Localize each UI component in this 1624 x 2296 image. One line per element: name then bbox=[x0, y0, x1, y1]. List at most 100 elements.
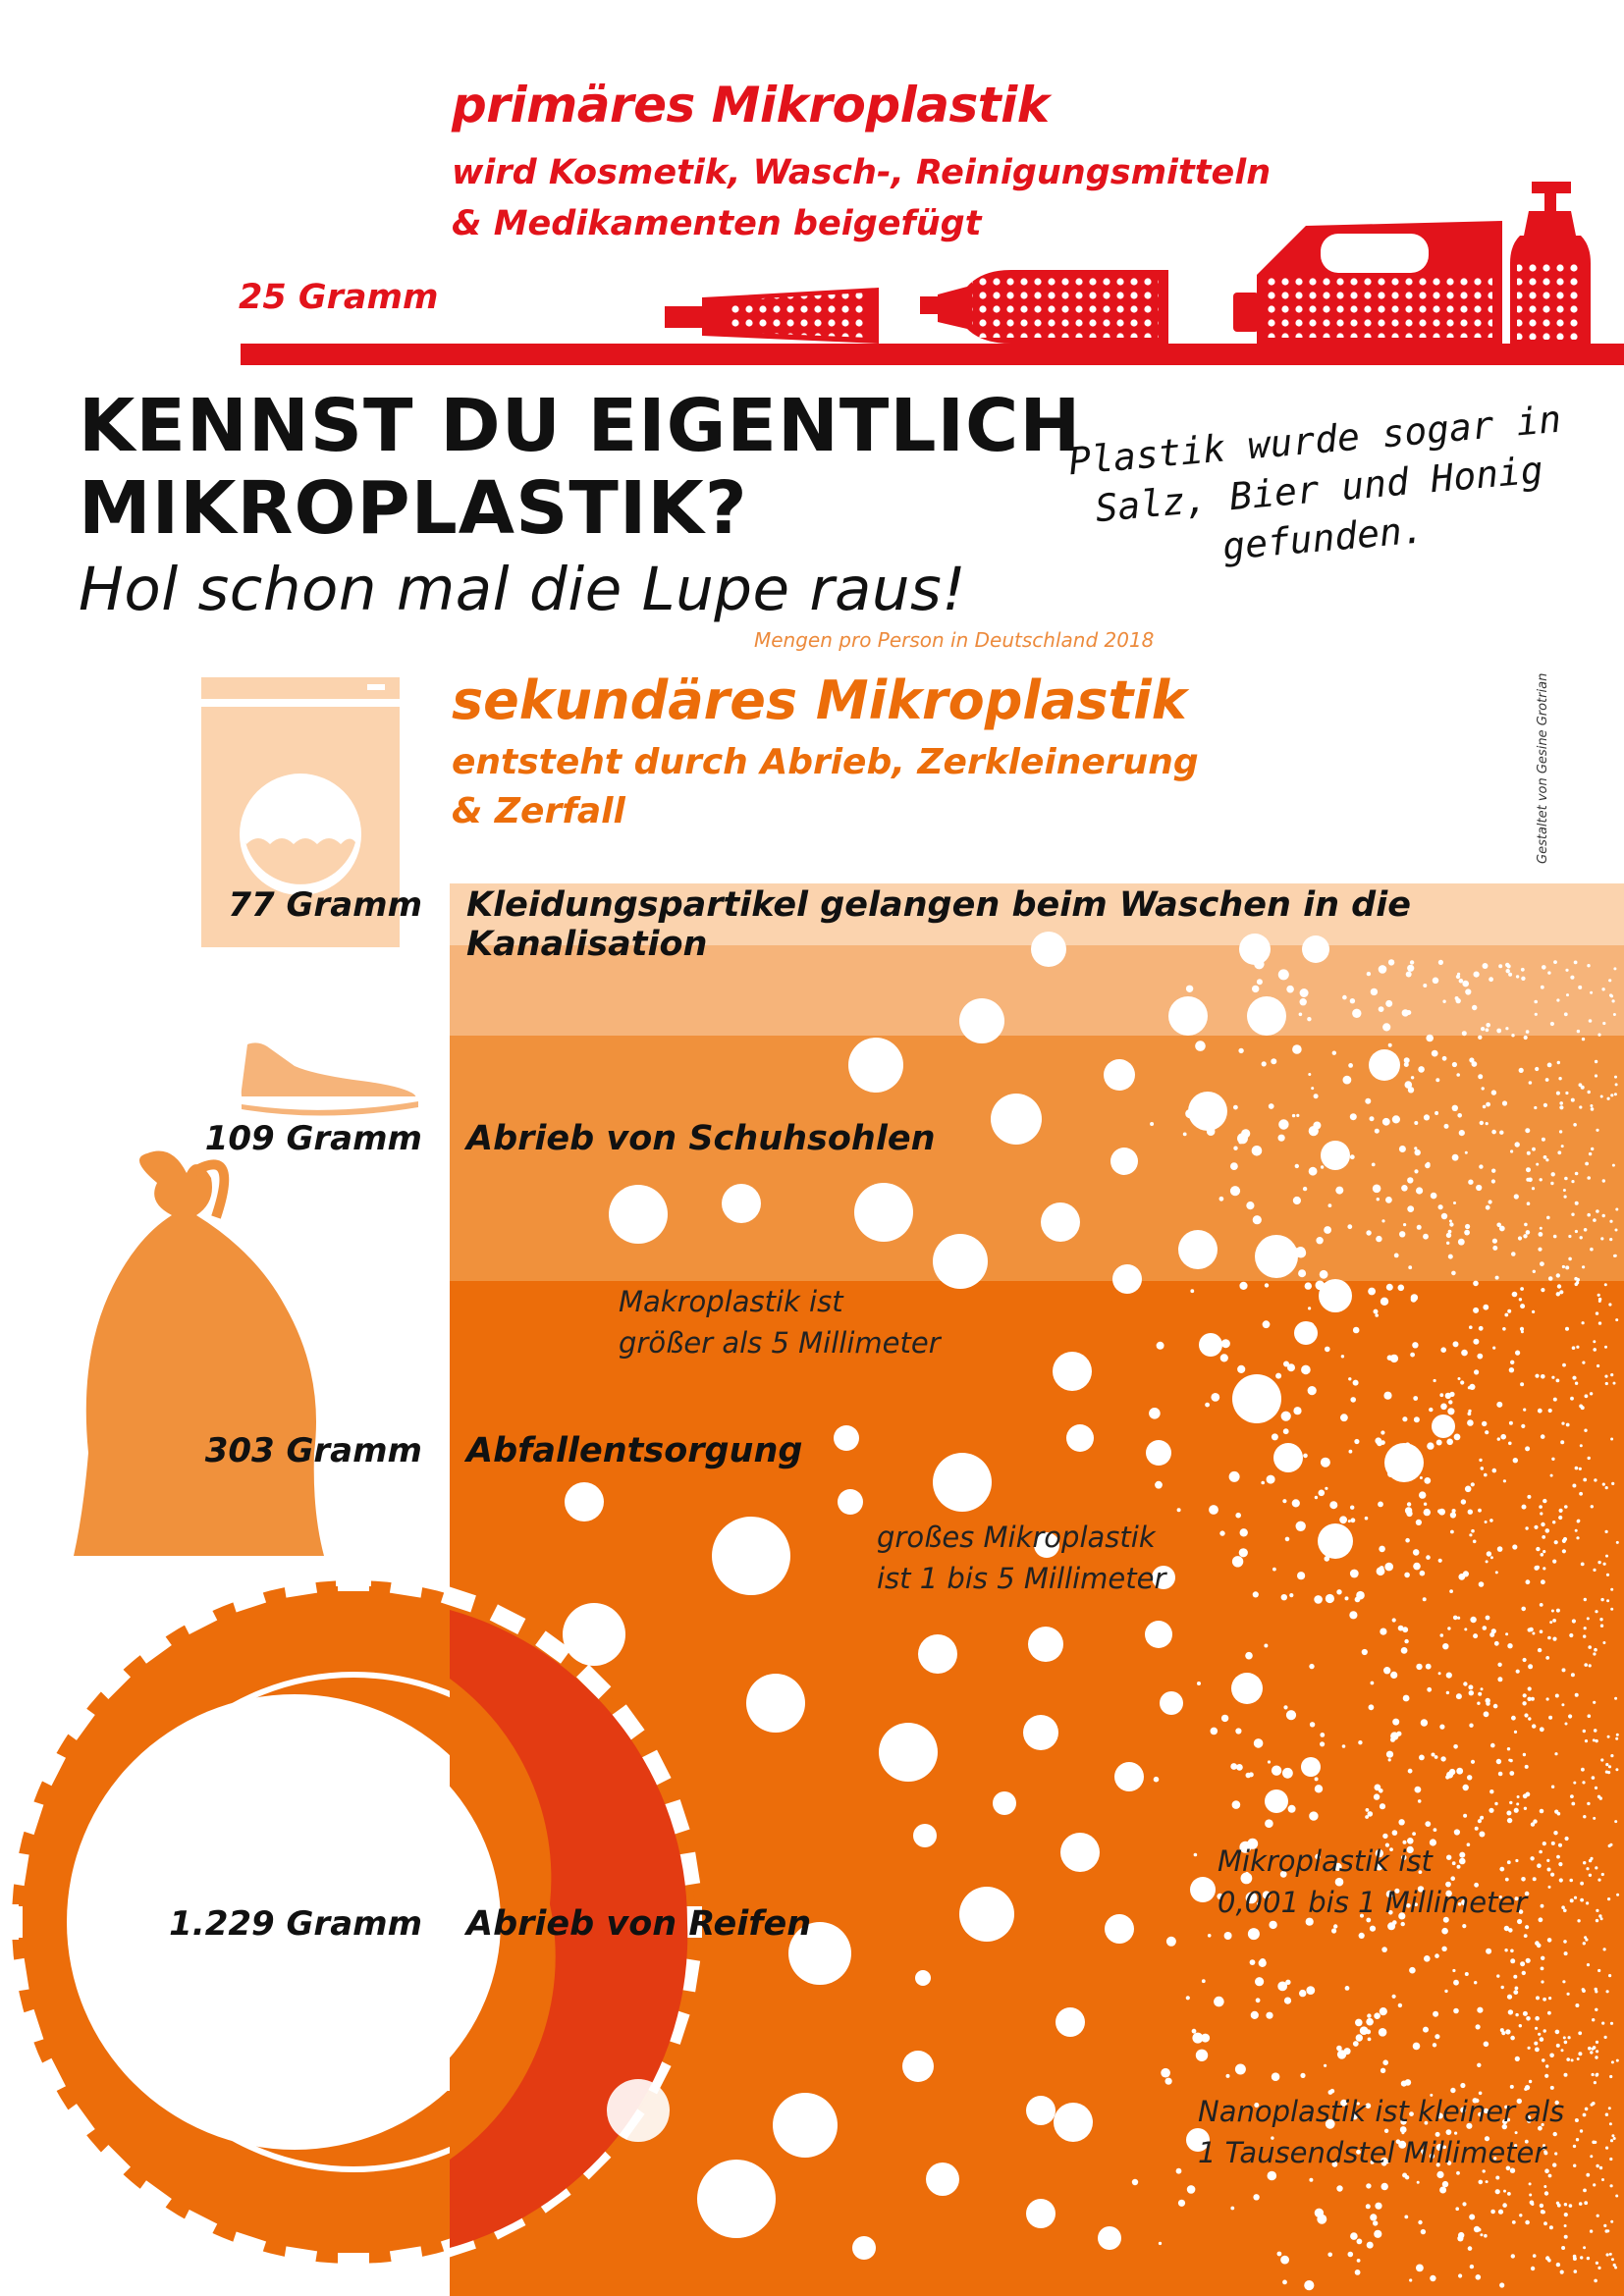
particle bbox=[1219, 1530, 1225, 1536]
main-title-line1: KENNST DU EIGENTLICH bbox=[79, 384, 1082, 468]
particle bbox=[1447, 1229, 1452, 1234]
particle bbox=[1582, 1265, 1586, 1269]
particle bbox=[1523, 1408, 1527, 1412]
particle bbox=[1608, 1303, 1612, 1307]
particle bbox=[1246, 1201, 1255, 1210]
particle bbox=[1234, 2063, 1246, 2075]
particle bbox=[1554, 1809, 1559, 1814]
particle bbox=[1439, 1393, 1444, 1398]
particle bbox=[1613, 967, 1617, 971]
particle bbox=[1066, 1424, 1094, 1452]
tire-tread-notch bbox=[612, 1704, 645, 1740]
particle bbox=[1559, 1105, 1564, 1110]
particle bbox=[1424, 1477, 1432, 1484]
particle bbox=[1464, 1150, 1468, 1154]
particle bbox=[1453, 1744, 1458, 1749]
tire-tread-notch bbox=[95, 2144, 132, 2180]
particle bbox=[1532, 1269, 1537, 1274]
particle bbox=[879, 1723, 938, 1782]
particle bbox=[1519, 1326, 1525, 1331]
particle bbox=[1598, 1796, 1603, 1800]
particle bbox=[1409, 2111, 1414, 2117]
particle bbox=[1232, 1374, 1281, 1423]
particle bbox=[1562, 1539, 1566, 1543]
particle bbox=[1501, 2031, 1506, 2036]
particle bbox=[1414, 1462, 1419, 1466]
primary-title: primäres Mikroplastik bbox=[452, 77, 1050, 133]
particle bbox=[1060, 1833, 1100, 1872]
particle bbox=[1440, 1403, 1447, 1411]
particle bbox=[1551, 1375, 1555, 1379]
particle bbox=[1540, 1434, 1545, 1439]
particle bbox=[1544, 1528, 1550, 1533]
particle bbox=[1510, 1360, 1515, 1365]
particle bbox=[1468, 1409, 1472, 1414]
particle bbox=[1349, 1569, 1359, 1578]
particle bbox=[1391, 1115, 1400, 1124]
particle bbox=[1481, 1027, 1486, 1032]
particle bbox=[1400, 1921, 1405, 1927]
particle bbox=[1606, 1599, 1610, 1603]
particle bbox=[1473, 1338, 1480, 1345]
particle bbox=[1589, 2229, 1594, 2233]
particle bbox=[1427, 1442, 1435, 1450]
tire-tread-notch bbox=[17, 2008, 44, 2045]
particle bbox=[1565, 1265, 1570, 1270]
particle bbox=[1602, 1021, 1606, 1026]
particle bbox=[1214, 1996, 1224, 2007]
particle bbox=[1342, 1075, 1352, 1085]
particle bbox=[1579, 1491, 1583, 1496]
particle bbox=[1496, 1437, 1501, 1441]
particle bbox=[1542, 965, 1546, 970]
particle bbox=[1253, 2194, 1260, 2201]
particle bbox=[1185, 1996, 1190, 2001]
particle bbox=[1544, 2168, 1549, 2173]
particle bbox=[1442, 1643, 1449, 1650]
particle bbox=[1462, 980, 1469, 988]
particle bbox=[1606, 1096, 1610, 1100]
tire-tread-notch bbox=[663, 1799, 690, 1836]
particle bbox=[1110, 1148, 1138, 1175]
particle bbox=[1521, 1423, 1526, 1428]
particle bbox=[1558, 1130, 1563, 1134]
particle bbox=[1532, 1724, 1537, 1729]
tire-tread-notch bbox=[135, 1630, 172, 1664]
particle bbox=[1416, 1187, 1424, 1195]
particle bbox=[1595, 1990, 1598, 1994]
particle bbox=[1336, 2185, 1343, 2192]
particle bbox=[1249, 1959, 1256, 1965]
particle bbox=[1543, 2029, 1546, 2033]
particle bbox=[1291, 1499, 1300, 1508]
particle bbox=[1513, 1974, 1518, 1979]
particle bbox=[1318, 1489, 1326, 1497]
particle bbox=[1207, 1934, 1212, 1938]
particle bbox=[1483, 2041, 1489, 2048]
particle bbox=[1555, 2262, 1561, 2268]
particle bbox=[1431, 1049, 1438, 1057]
particle bbox=[1295, 1247, 1307, 1258]
particle bbox=[1549, 2085, 1554, 2090]
label-clothing: Kleidungspartikel gelangen beim Waschen … bbox=[466, 885, 1411, 964]
particle bbox=[1548, 1715, 1553, 1720]
particle bbox=[1356, 2259, 1361, 2263]
particle bbox=[1512, 1458, 1519, 1464]
particle bbox=[1462, 1924, 1467, 1929]
particle bbox=[1507, 2009, 1514, 2015]
particle bbox=[1540, 1903, 1544, 1908]
size-mikro-line2: 0,001 bis 1 Millimeter bbox=[1218, 1886, 1528, 1919]
particle bbox=[1513, 2144, 1518, 2148]
particle bbox=[1409, 960, 1415, 965]
particle bbox=[1247, 1928, 1260, 1941]
particle bbox=[1556, 1284, 1562, 1289]
particle bbox=[1521, 1606, 1526, 1612]
particle bbox=[1177, 2199, 1186, 2207]
particle bbox=[1598, 1914, 1602, 1918]
particle bbox=[1315, 1280, 1326, 1291]
particle bbox=[1546, 1938, 1552, 1943]
particle bbox=[1449, 1391, 1455, 1397]
particle bbox=[1486, 1101, 1490, 1107]
particle bbox=[1609, 1238, 1613, 1242]
particle bbox=[1605, 1573, 1610, 1576]
particle bbox=[1307, 1017, 1312, 1022]
particle bbox=[1295, 1521, 1306, 1532]
